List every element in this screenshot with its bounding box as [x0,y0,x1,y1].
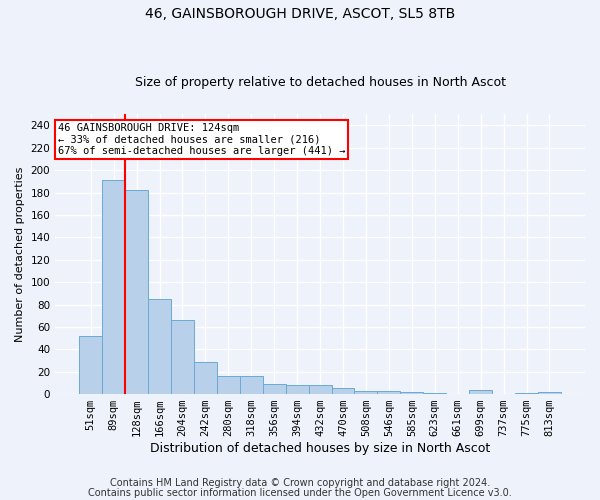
Bar [332,388,355,394]
Bar [79,336,102,394]
Text: 46, GAINSBOROUGH DRIVE, ASCOT, SL5 8TB: 46, GAINSBOROUGH DRIVE, ASCOT, SL5 8TB [145,8,455,22]
Bar [423,393,446,394]
Bar [538,392,561,394]
Bar [194,362,217,394]
Bar [286,385,308,394]
Text: Contains public sector information licensed under the Open Government Licence v3: Contains public sector information licen… [88,488,512,498]
Bar [148,299,171,394]
Bar [377,390,400,394]
Bar [263,384,286,394]
Bar [355,390,377,394]
Text: Contains HM Land Registry data © Crown copyright and database right 2024.: Contains HM Land Registry data © Crown c… [110,478,490,488]
Bar [217,376,240,394]
Y-axis label: Number of detached properties: Number of detached properties [15,166,25,342]
Text: 46 GAINSBOROUGH DRIVE: 124sqm
← 33% of detached houses are smaller (216)
67% of : 46 GAINSBOROUGH DRIVE: 124sqm ← 33% of d… [58,122,346,156]
Bar [171,320,194,394]
Bar [102,180,125,394]
Title: Size of property relative to detached houses in North Ascot: Size of property relative to detached ho… [134,76,506,90]
Bar [469,390,492,394]
Bar [308,385,332,394]
Bar [125,190,148,394]
X-axis label: Distribution of detached houses by size in North Ascot: Distribution of detached houses by size … [150,442,490,455]
Bar [240,376,263,394]
Bar [400,392,423,394]
Bar [515,393,538,394]
